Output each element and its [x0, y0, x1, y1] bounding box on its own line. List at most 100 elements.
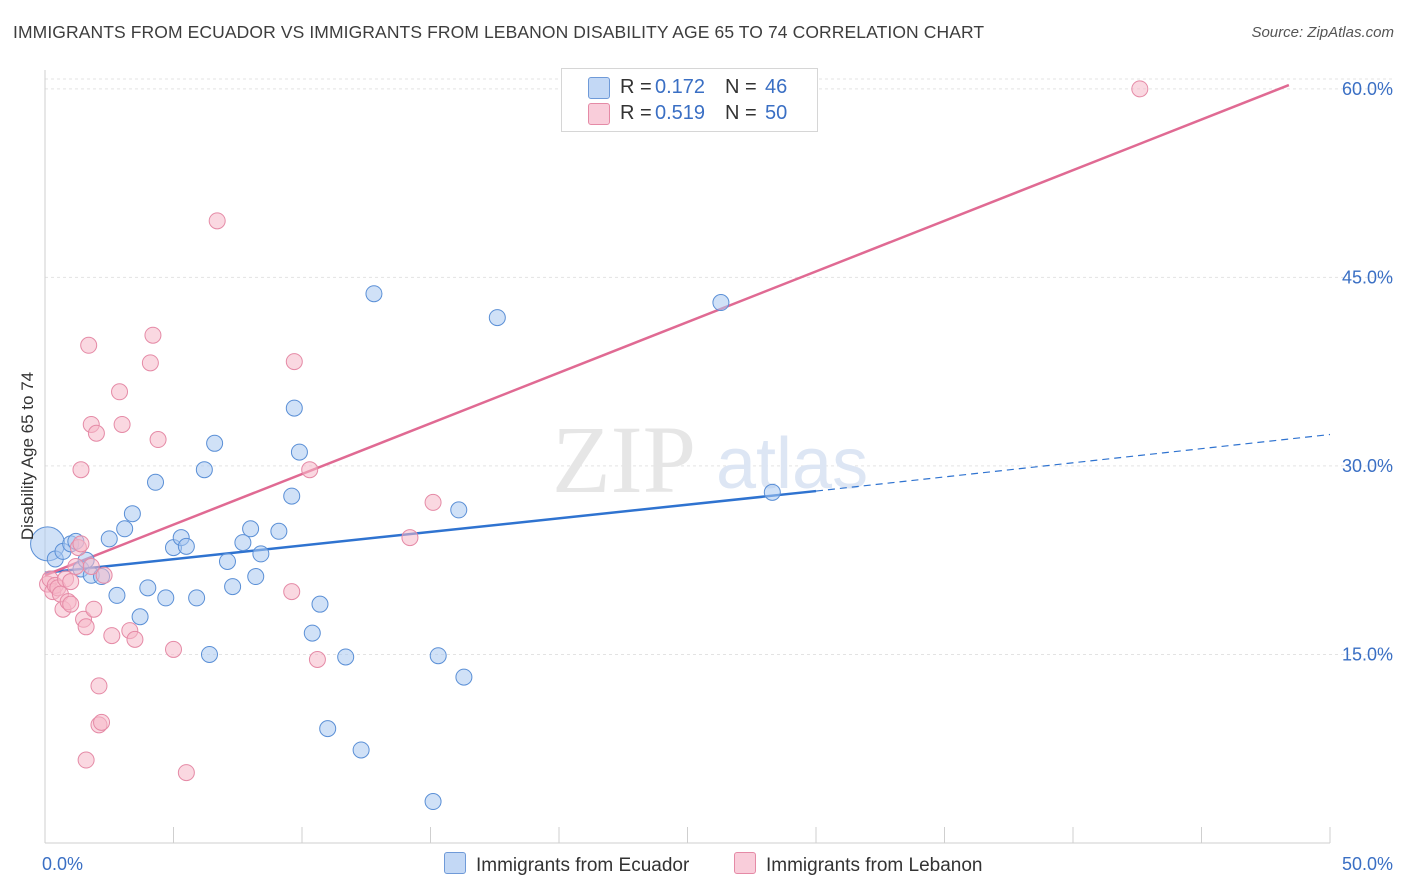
ecuador-point	[108, 586, 126, 604]
lebanon-point	[93, 713, 111, 731]
legend-r-value: 0.172	[655, 76, 706, 98]
ecuador-point	[455, 668, 473, 686]
watermark-zip: ZIP	[552, 406, 696, 513]
ecuador-point	[450, 501, 468, 519]
lebanon-point	[1131, 80, 1149, 98]
y-tick-label: 15.0%	[1342, 644, 1393, 664]
y-tick-label: 30.0%	[1342, 456, 1393, 476]
ecuador-point	[365, 285, 383, 303]
ecuador-point	[157, 589, 175, 607]
grid-lines	[45, 78, 1395, 655]
lebanon-point	[126, 630, 144, 648]
ecuador-point	[206, 434, 224, 452]
lebanon-point	[62, 595, 80, 613]
legend-r-label: R =	[620, 102, 652, 124]
lebanon-point	[401, 529, 419, 547]
lebanon-point	[285, 353, 303, 371]
ecuador-point	[147, 473, 165, 491]
x-tick-label-max: 50.0%	[1342, 854, 1393, 874]
lebanon-point	[103, 627, 121, 645]
lebanon-point	[90, 677, 108, 695]
series-label-lebanon: Immigrants from Lebanon	[766, 855, 983, 876]
lebanon-point	[144, 326, 162, 344]
ecuador-point	[290, 443, 308, 461]
lebanon-point	[165, 640, 182, 658]
lebanon-point	[67, 557, 85, 575]
series-legend-ecuador: Immigrants from Ecuador	[444, 852, 689, 877]
lebanon-point	[85, 600, 103, 618]
lebanon-point	[301, 461, 319, 479]
legend-r-label: R =	[620, 76, 652, 98]
lebanon-point	[62, 573, 80, 591]
lebanon-point	[424, 493, 442, 511]
chart-title: IMMIGRANTS FROM ECUADOR VS IMMIGRANTS FR…	[13, 22, 985, 42]
ecuador-point	[131, 608, 149, 626]
ecuador-point	[200, 645, 218, 663]
watermark: ZIP atlas	[552, 406, 868, 513]
ecuador-point	[352, 741, 370, 759]
ecuador-point	[429, 647, 447, 665]
watermark-atlas: atlas	[716, 424, 868, 504]
ecuador-point	[247, 568, 265, 586]
axes	[44, 70, 1331, 844]
ecuador-point	[195, 461, 213, 479]
x-tick-labels: 0.0% 50.0%	[42, 854, 1393, 874]
lebanon-point	[77, 618, 95, 636]
lebanon-point	[149, 431, 167, 449]
ecuador-point	[270, 522, 288, 540]
ecuador-point	[242, 520, 260, 538]
y-axis-label: Disability Age 65 to 74	[18, 371, 37, 541]
legend-swatch-lebanon	[588, 103, 610, 125]
ecuador-point	[712, 294, 730, 312]
ecuador-point	[139, 579, 157, 597]
series-swatch-lebanon	[734, 852, 756, 874]
y-tick-label: 60.0%	[1342, 79, 1393, 99]
ecuador-trend-extension	[815, 433, 1331, 492]
y-tick-labels: 15.0% 30.0% 45.0% 60.0%	[1342, 79, 1393, 665]
ecuador-point	[424, 793, 442, 811]
lebanon-point	[308, 650, 326, 668]
lebanon-point	[82, 557, 100, 575]
ecuador-point	[116, 520, 134, 538]
lebanon-trend-line	[44, 83, 1290, 577]
lebanon-point	[208, 212, 226, 230]
ecuador-point	[100, 530, 118, 548]
ecuador-point	[224, 578, 242, 596]
legend-r-value: 0.519	[655, 102, 706, 124]
ecuador-point	[218, 552, 236, 570]
legend-n-value: 50	[765, 102, 788, 124]
ecuador-point	[488, 309, 506, 327]
x-tick-label-min: 0.0%	[42, 854, 83, 874]
lebanon-point	[95, 566, 113, 584]
trend-lines	[44, 83, 1331, 577]
lebanon-point	[111, 383, 129, 401]
ecuador-point	[319, 720, 337, 738]
lebanon-point	[77, 751, 95, 769]
lebanon-point	[113, 415, 131, 433]
lebanon-point	[87, 424, 105, 442]
series-legend-lebanon: Immigrants from Lebanon	[734, 852, 983, 877]
ecuador-point	[188, 589, 206, 607]
ecuador-point	[285, 399, 303, 417]
series-swatch-ecuador	[444, 852, 466, 874]
ecuador-trend-line	[44, 489, 817, 575]
ecuador-point	[283, 487, 301, 505]
ecuador-point	[234, 534, 252, 552]
lebanon-point	[72, 461, 90, 479]
source-credit: Source: ZipAtlas.com	[1251, 24, 1394, 41]
ecuador-point	[123, 505, 141, 523]
ecuador-point	[252, 545, 270, 563]
lebanon-point	[141, 354, 159, 372]
ecuador-point	[303, 624, 321, 642]
legend-n-label: N =	[725, 76, 757, 98]
lebanon-point	[283, 583, 301, 601]
ecuador-point	[337, 648, 355, 666]
lebanon-point	[177, 764, 195, 782]
lebanon-point	[72, 535, 90, 553]
data-points	[30, 80, 1149, 811]
lebanon-point	[80, 336, 98, 354]
legend-swatch-ecuador	[588, 77, 610, 99]
correlation-legend: R = 0.172 N = 46 R = 0.519 N = 50	[561, 68, 818, 132]
legend-n-value: 46	[765, 76, 788, 98]
